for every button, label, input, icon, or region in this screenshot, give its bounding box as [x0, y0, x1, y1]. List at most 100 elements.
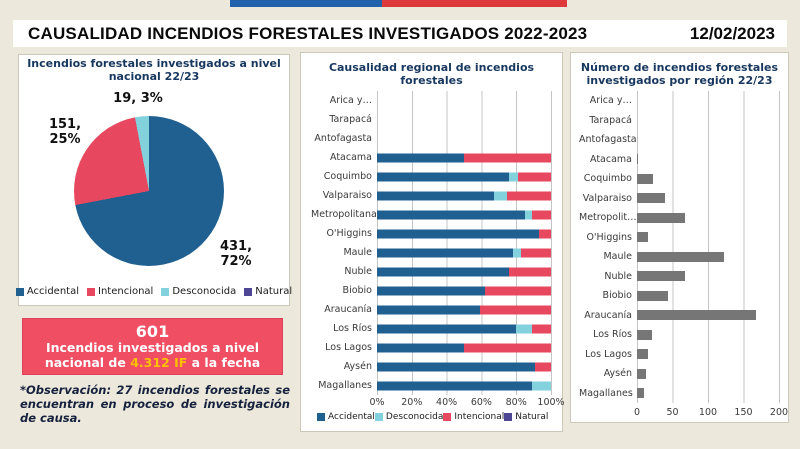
bar	[377, 115, 551, 124]
bar	[377, 248, 551, 257]
bar	[637, 96, 779, 106]
bar-row: Los Lagos	[579, 344, 780, 364]
bar-track	[637, 383, 780, 403]
bar-segment-desconocida	[516, 324, 532, 333]
bar-segment	[637, 173, 653, 184]
category-label: Coquimbo	[323, 171, 372, 182]
bar-track	[637, 325, 780, 345]
observation-note: *Observación: 27 incendios forestales se…	[20, 383, 290, 425]
header: CAUSALIDAD INCENDIOS FORESTALES INVESTIG…	[13, 20, 787, 47]
region-x-axis: 0 50 100 150 200	[634, 405, 788, 419]
stacked-chart-title: Causalidad regional de incendios foresta…	[328, 61, 535, 87]
bar-row: Ñuble	[311, 262, 552, 281]
summary-text: Incendios investigados a nivel nacional …	[23, 340, 282, 370]
category-label: Maule	[343, 247, 372, 258]
bar-track	[637, 208, 780, 228]
category-label: Maule	[603, 251, 632, 263]
legend-swatch	[374, 413, 383, 421]
bar-track	[377, 243, 552, 262]
x-tick-label: 40%	[436, 397, 458, 408]
bar-segment-intencional	[479, 305, 551, 314]
bar-row: Coquimbo	[311, 167, 552, 186]
bar-track	[377, 376, 552, 395]
bar-row: Maule	[579, 247, 780, 267]
category-label: Ñuble	[604, 270, 632, 282]
bar-row: Antofagasta	[311, 129, 552, 148]
legend-swatch	[161, 287, 170, 296]
category-label: Tarapacá	[329, 114, 372, 125]
bar-row: Magallanes	[311, 376, 552, 395]
bar-row: Magallanes	[579, 383, 780, 403]
legend-label: Desconocida	[172, 286, 237, 297]
bar	[377, 229, 551, 238]
bar-track	[637, 344, 780, 364]
bar-row: Valparaiso	[311, 186, 552, 205]
bar-track	[377, 110, 552, 129]
bar	[637, 349, 779, 360]
category-label: Arica y…	[329, 95, 372, 106]
bar-row: Arica y…	[579, 91, 780, 111]
bar-track	[377, 357, 552, 376]
legend-swatch	[15, 287, 24, 296]
summary-text-prefix: Incendios investigados a nivel nacional …	[44, 340, 260, 370]
category-label: Antofagasta	[314, 133, 372, 144]
flag-bar	[230, 0, 567, 7]
bar-row: Los Ríos	[579, 325, 780, 345]
bar-row: Atacama	[311, 148, 552, 167]
bar	[377, 324, 551, 333]
bar-row: Metropolitana	[311, 205, 552, 224]
bar-segment-desconocida	[512, 248, 522, 257]
category-label: Coquimbo	[583, 173, 632, 185]
bar-segment-intencional	[535, 362, 551, 371]
bar	[637, 310, 779, 321]
legend-item-accidental: Accidental	[15, 286, 79, 297]
bar	[637, 115, 779, 125]
bar-track	[637, 305, 780, 325]
bar-segment-accidental	[377, 153, 464, 162]
bar	[637, 135, 779, 145]
bar-segment-intencional	[531, 324, 551, 333]
stacked-chart-panel: Causalidad regional de incendios foresta…	[300, 52, 565, 432]
bar-segment-accidental	[377, 267, 510, 276]
legend-label: Accidental	[328, 412, 375, 422]
bar-track	[377, 91, 552, 110]
region-chart-title: Número de incendios forestales investiga…	[580, 61, 779, 87]
category-label: Magallanes	[318, 380, 372, 391]
category-label: Aysén	[343, 361, 372, 372]
legend-item-natural: Natural	[244, 286, 292, 297]
bar-segment-intencional	[464, 153, 551, 162]
bar-row: Maule	[311, 243, 552, 262]
bar-track	[637, 227, 780, 247]
legend-swatch	[443, 413, 452, 421]
summary-count: 601	[135, 322, 170, 341]
pie-legend: Accidental Intencional Desconocida Natural	[15, 286, 292, 297]
category-label: Metropolit…	[579, 212, 637, 224]
pie-chart	[74, 116, 224, 266]
bar-track	[377, 186, 552, 205]
bar-segment-accidental	[377, 381, 532, 390]
bar-segment-intencional	[509, 267, 551, 276]
bar-row: Arica y…	[311, 91, 552, 110]
page-title: CAUSALIDAD INCENDIOS FORESTALES INVESTIG…	[28, 23, 588, 43]
flag-blue-segment	[230, 0, 382, 7]
bar	[377, 305, 551, 314]
legend-label: Natural	[515, 412, 549, 422]
x-tick-label: 50	[666, 407, 679, 418]
pie-label-intencional: 151, 25%	[48, 117, 82, 147]
bar-segment-intencional	[531, 210, 551, 219]
bar-segment-desconocida	[531, 381, 551, 390]
summary-highlight: 4.312 IF	[130, 355, 188, 370]
bar	[637, 193, 779, 204]
bar	[377, 343, 551, 352]
bar-track	[637, 364, 780, 384]
category-label: Arica y…	[589, 95, 632, 107]
bar-row: Los Lagos	[311, 338, 552, 357]
bar-row: Araucanía	[579, 305, 780, 325]
bar	[377, 134, 551, 143]
category-label: Los Ríos	[333, 323, 372, 334]
category-label: Aysén	[603, 368, 632, 380]
bar-segment	[637, 349, 649, 360]
bar-track	[377, 300, 552, 319]
x-tick-label: 0%	[369, 397, 385, 408]
